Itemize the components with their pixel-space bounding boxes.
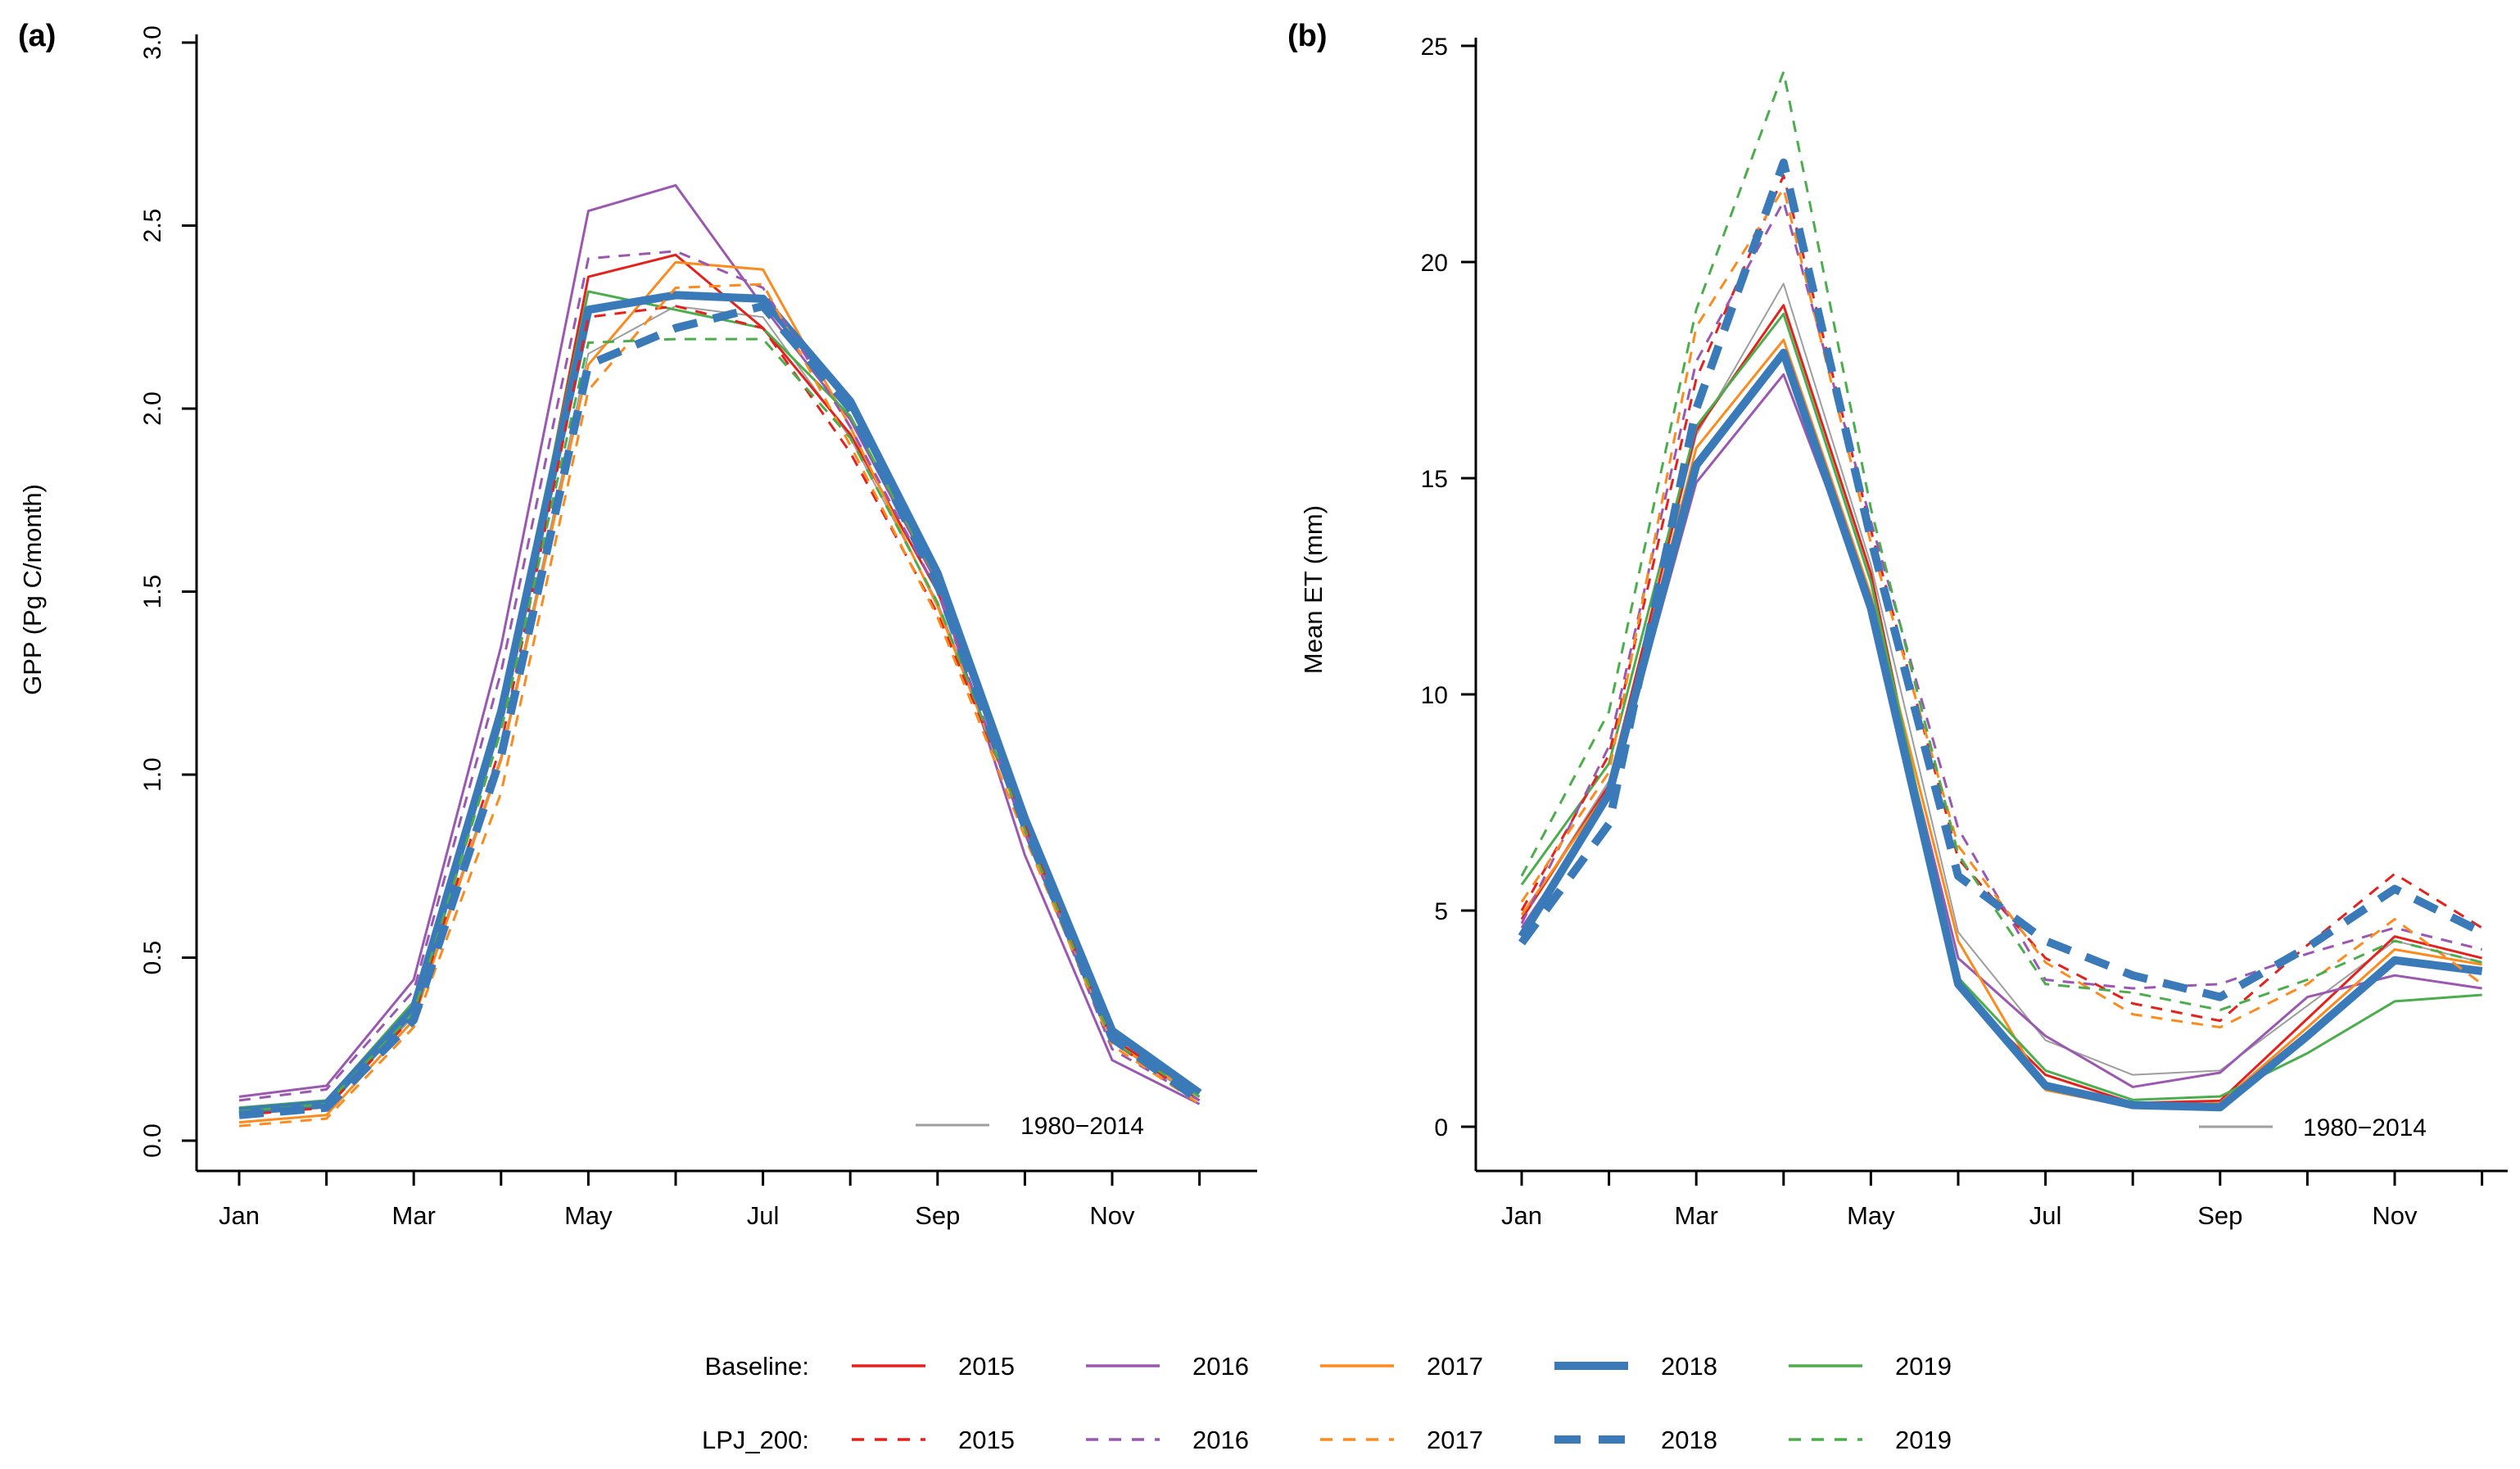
legend-year-label-2018: 2018 bbox=[1661, 1352, 1717, 1381]
legend-year-label-2017: 2017 bbox=[1427, 1426, 1483, 1454]
x-tick-label-Nov: Nov bbox=[2372, 1201, 2418, 1230]
x-tick-label-Jan: Jan bbox=[219, 1201, 260, 1230]
inset-legend-label: 1980−2014 bbox=[1020, 1113, 1144, 1140]
series-line-baseline-2016 bbox=[238, 183, 1201, 1105]
y-tick-label: 15 bbox=[1421, 466, 1448, 493]
x-tick-label-Mar: Mar bbox=[1675, 1201, 1718, 1230]
y-tick-label: 5 bbox=[1434, 898, 1448, 925]
y-tick-label: 2.0 bbox=[139, 391, 166, 426]
y-tick-label: 10 bbox=[1421, 682, 1448, 709]
legend-year-label-2019: 2019 bbox=[1895, 1426, 1952, 1454]
series-line-baseline-2017 bbox=[238, 260, 1201, 1124]
legend-year-label-2018: 2018 bbox=[1661, 1426, 1717, 1454]
legend-year-label-2015: 2015 bbox=[958, 1426, 1015, 1454]
y-tick-label: 3.0 bbox=[139, 25, 166, 60]
inset-legend-label: 1980−2014 bbox=[2303, 1114, 2427, 1141]
legend-year-label-2016: 2016 bbox=[1192, 1352, 1249, 1381]
legend-year-label-2019: 2019 bbox=[1895, 1352, 1952, 1381]
series-line-lpj-200-2016 bbox=[238, 250, 1201, 1102]
series-line-lpj-200-2015 bbox=[1520, 174, 2483, 1023]
y-tick-label: 2.5 bbox=[139, 209, 166, 243]
series-line-baseline-2019 bbox=[238, 290, 1201, 1110]
y-axis-title: Mean ET (mm) bbox=[1299, 505, 1328, 674]
x-tick-label-Nov: Nov bbox=[1089, 1201, 1135, 1230]
series-line-lpj-200-2019 bbox=[238, 337, 1201, 1113]
series-line-lpj-200-2019 bbox=[1520, 70, 2482, 1011]
legend-year-label-2015: 2015 bbox=[958, 1352, 1015, 1381]
x-tick-label-Sep: Sep bbox=[2197, 1201, 2242, 1230]
series-line-baseline-2018 bbox=[238, 291, 1202, 1116]
x-tick-label-Mar: Mar bbox=[392, 1201, 436, 1230]
x-tick-label-May: May bbox=[1847, 1201, 1895, 1230]
series-line-lpj-200-2017 bbox=[1520, 187, 2483, 1029]
legend-row-label-baseline: Baseline: bbox=[704, 1352, 809, 1381]
legend-year-label-2016: 2016 bbox=[1192, 1426, 1249, 1454]
x-tick-label-Jul: Jul bbox=[2029, 1201, 2062, 1230]
series-line-lpj-200-2015 bbox=[238, 305, 1201, 1117]
legend-year-label-2017: 2017 bbox=[1427, 1352, 1483, 1381]
y-tick-label: 25 bbox=[1421, 34, 1448, 61]
panel-tag: (b) bbox=[1287, 19, 1328, 53]
y-tick-label: 1.5 bbox=[139, 575, 166, 609]
y-tick-label: 0.5 bbox=[139, 941, 166, 975]
series-line-baseline-2017 bbox=[1520, 338, 2482, 1109]
series-line-lpj-200-2018 bbox=[238, 301, 1202, 1119]
y-tick-label: 0.0 bbox=[139, 1123, 166, 1158]
series-line-baseline-2018 bbox=[1518, 348, 2483, 1112]
y-axis-title: GPP (Pg C/month) bbox=[18, 484, 47, 695]
y-tick-label: 1.0 bbox=[139, 757, 166, 792]
series-line-baseline-2015 bbox=[238, 253, 1201, 1113]
series-line-lpj-200-2017 bbox=[238, 282, 1201, 1128]
legend-row-label-lpj200: LPJ_200: bbox=[702, 1426, 809, 1454]
y-tick-label: 20 bbox=[1421, 250, 1448, 277]
x-tick-label-Jul: Jul bbox=[747, 1201, 780, 1230]
panel-tag: (a) bbox=[18, 19, 56, 53]
series-line-lpj-200-2018 bbox=[1518, 158, 2484, 1001]
x-tick-label-Sep: Sep bbox=[915, 1201, 960, 1230]
y-tick-label: 0 bbox=[1434, 1114, 1448, 1141]
x-tick-label-May: May bbox=[564, 1201, 613, 1230]
x-tick-label-Jan: Jan bbox=[1501, 1201, 1542, 1230]
series-line-1980-2014 bbox=[1521, 282, 2482, 1076]
series-line-1980-2014 bbox=[238, 305, 1201, 1116]
